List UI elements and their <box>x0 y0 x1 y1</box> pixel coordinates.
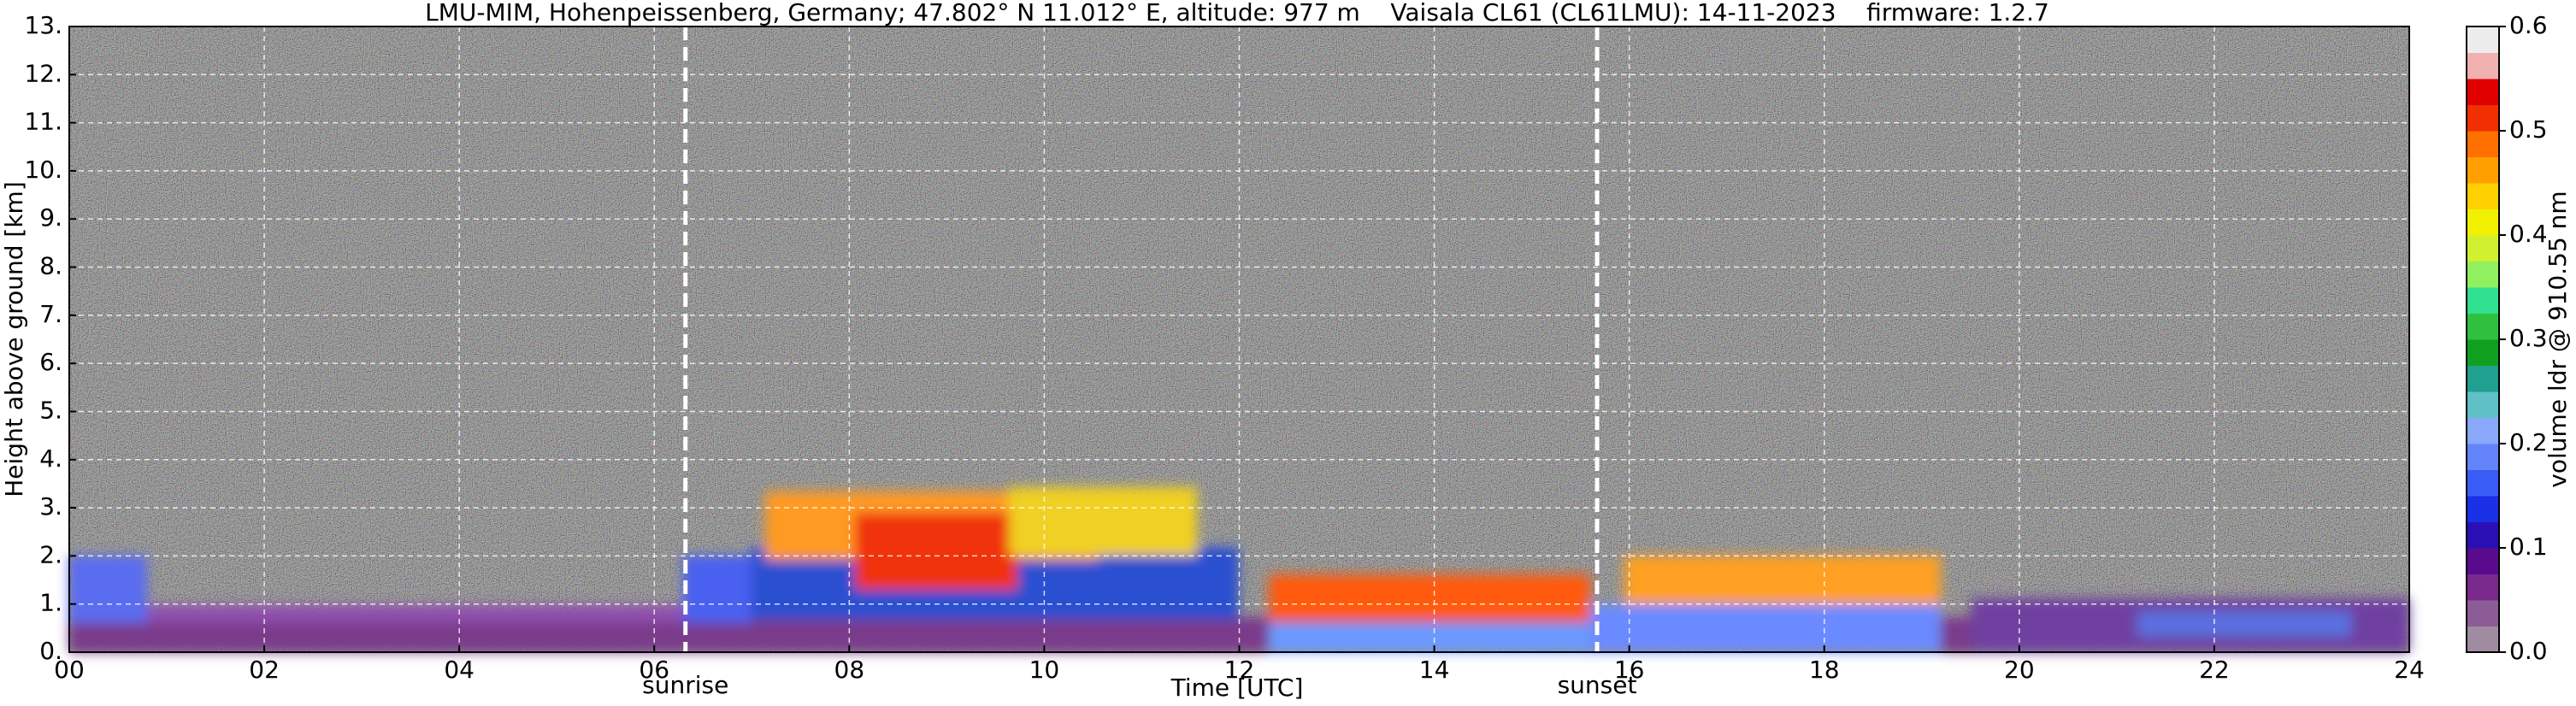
colorbar-segment <box>2467 209 2499 236</box>
colorbar-segment <box>2467 391 2499 418</box>
feature <box>1624 556 1941 604</box>
colorbar-tick-label: 0.5 <box>2509 115 2548 144</box>
y-tick-label: 12. <box>24 59 62 87</box>
y-tick-label: 3. <box>39 492 62 521</box>
annotation-label: sunset <box>1558 671 1637 699</box>
x-tick-label: 04 <box>444 656 475 684</box>
x-tick-label: 24 <box>2394 656 2425 684</box>
x-tick-label: 06 <box>639 656 669 684</box>
feature <box>147 605 683 622</box>
y-tick-label: 8. <box>39 252 62 280</box>
feature <box>855 513 1017 590</box>
x-tick-label: 16 <box>1614 656 1645 684</box>
y-tick-label: 7. <box>39 300 62 328</box>
x-tick-label: 10 <box>1029 656 1060 684</box>
y-tick-label: 1. <box>39 589 62 617</box>
x-tick-label: 14 <box>1419 656 1450 684</box>
y-tick-label: 6. <box>39 348 62 376</box>
y-tick-label: 13. <box>24 11 62 39</box>
x-tick-label: 18 <box>1809 656 1840 684</box>
y-tick-label: 0. <box>39 637 62 665</box>
colorbar-segment <box>2467 156 2499 184</box>
y-axis-label: Height above ground [km] <box>0 181 28 497</box>
feature <box>2137 611 2351 637</box>
x-tick-label: 22 <box>2199 656 2230 684</box>
colorbar-segment <box>2467 521 2499 549</box>
colorbar-segment <box>2467 626 2499 653</box>
feature <box>1590 604 1941 652</box>
colorbar-segment <box>2467 79 2499 105</box>
y-tick-label: 4. <box>39 444 62 473</box>
colorbar-segment <box>2467 574 2499 601</box>
colorbar-segment <box>2467 104 2499 132</box>
colorbar-segment <box>2467 365 2499 392</box>
colorbar-segment <box>2467 313 2499 340</box>
colorbar-segment <box>2467 496 2499 522</box>
colorbar-segment <box>2467 444 2499 470</box>
annotation-label: sunrise <box>642 671 728 699</box>
colorbar-segment <box>2467 287 2499 314</box>
x-tick-label: 12 <box>1224 656 1255 684</box>
y-tick-label: 10. <box>24 156 62 184</box>
x-tick-label: 02 <box>249 656 280 684</box>
backscatter-features <box>69 487 2409 652</box>
feature <box>1269 574 1590 621</box>
y-tick-label: 2. <box>39 540 62 568</box>
x-axis-label: Time [UTC] <box>1170 674 1304 702</box>
y-tick-label: 5. <box>39 396 62 424</box>
colorbar-tick-label: 0.3 <box>2509 324 2548 352</box>
colorbar-segment <box>2467 261 2499 288</box>
colorbar-segment <box>2467 26 2499 53</box>
feature <box>1269 623 1590 652</box>
plot-frame <box>68 26 2410 653</box>
colorbar-tick-label: 0.6 <box>2509 11 2548 39</box>
x-tick-label: 20 <box>2004 656 2035 684</box>
colorbar-tick-label: 0.4 <box>2509 220 2548 248</box>
colorbar-tick-label: 0.1 <box>2509 532 2548 561</box>
colorbar-segment <box>2467 183 2499 209</box>
y-tick-label: 11. <box>24 108 62 136</box>
colorbar-tick-label: 0.2 <box>2509 428 2548 456</box>
colorbar-segment <box>2467 52 2499 79</box>
colorbar-segment <box>2467 339 2499 366</box>
y-tick-label: 9. <box>39 203 62 232</box>
x-tick-label: 08 <box>834 656 865 684</box>
feature <box>683 556 752 623</box>
colorbar-tick-label: 0.0 <box>2509 637 2548 665</box>
feature <box>69 556 147 623</box>
colorbar-segment <box>2467 469 2499 497</box>
colorbar-segment <box>2467 548 2499 574</box>
colorbar-label: volume ldr @ 910.55 nm <box>2544 191 2572 487</box>
x-tick-label: 00 <box>54 656 85 684</box>
chart-title: LMU-MIM, Hohenpeissenberg, Germany; 47.8… <box>425 0 2049 26</box>
colorbar-segment <box>2467 235 2499 262</box>
colorbar-segment <box>2467 600 2499 627</box>
colorbar-segment <box>2467 131 2499 157</box>
feature <box>1009 487 1197 556</box>
colorbar-segment <box>2467 417 2499 444</box>
